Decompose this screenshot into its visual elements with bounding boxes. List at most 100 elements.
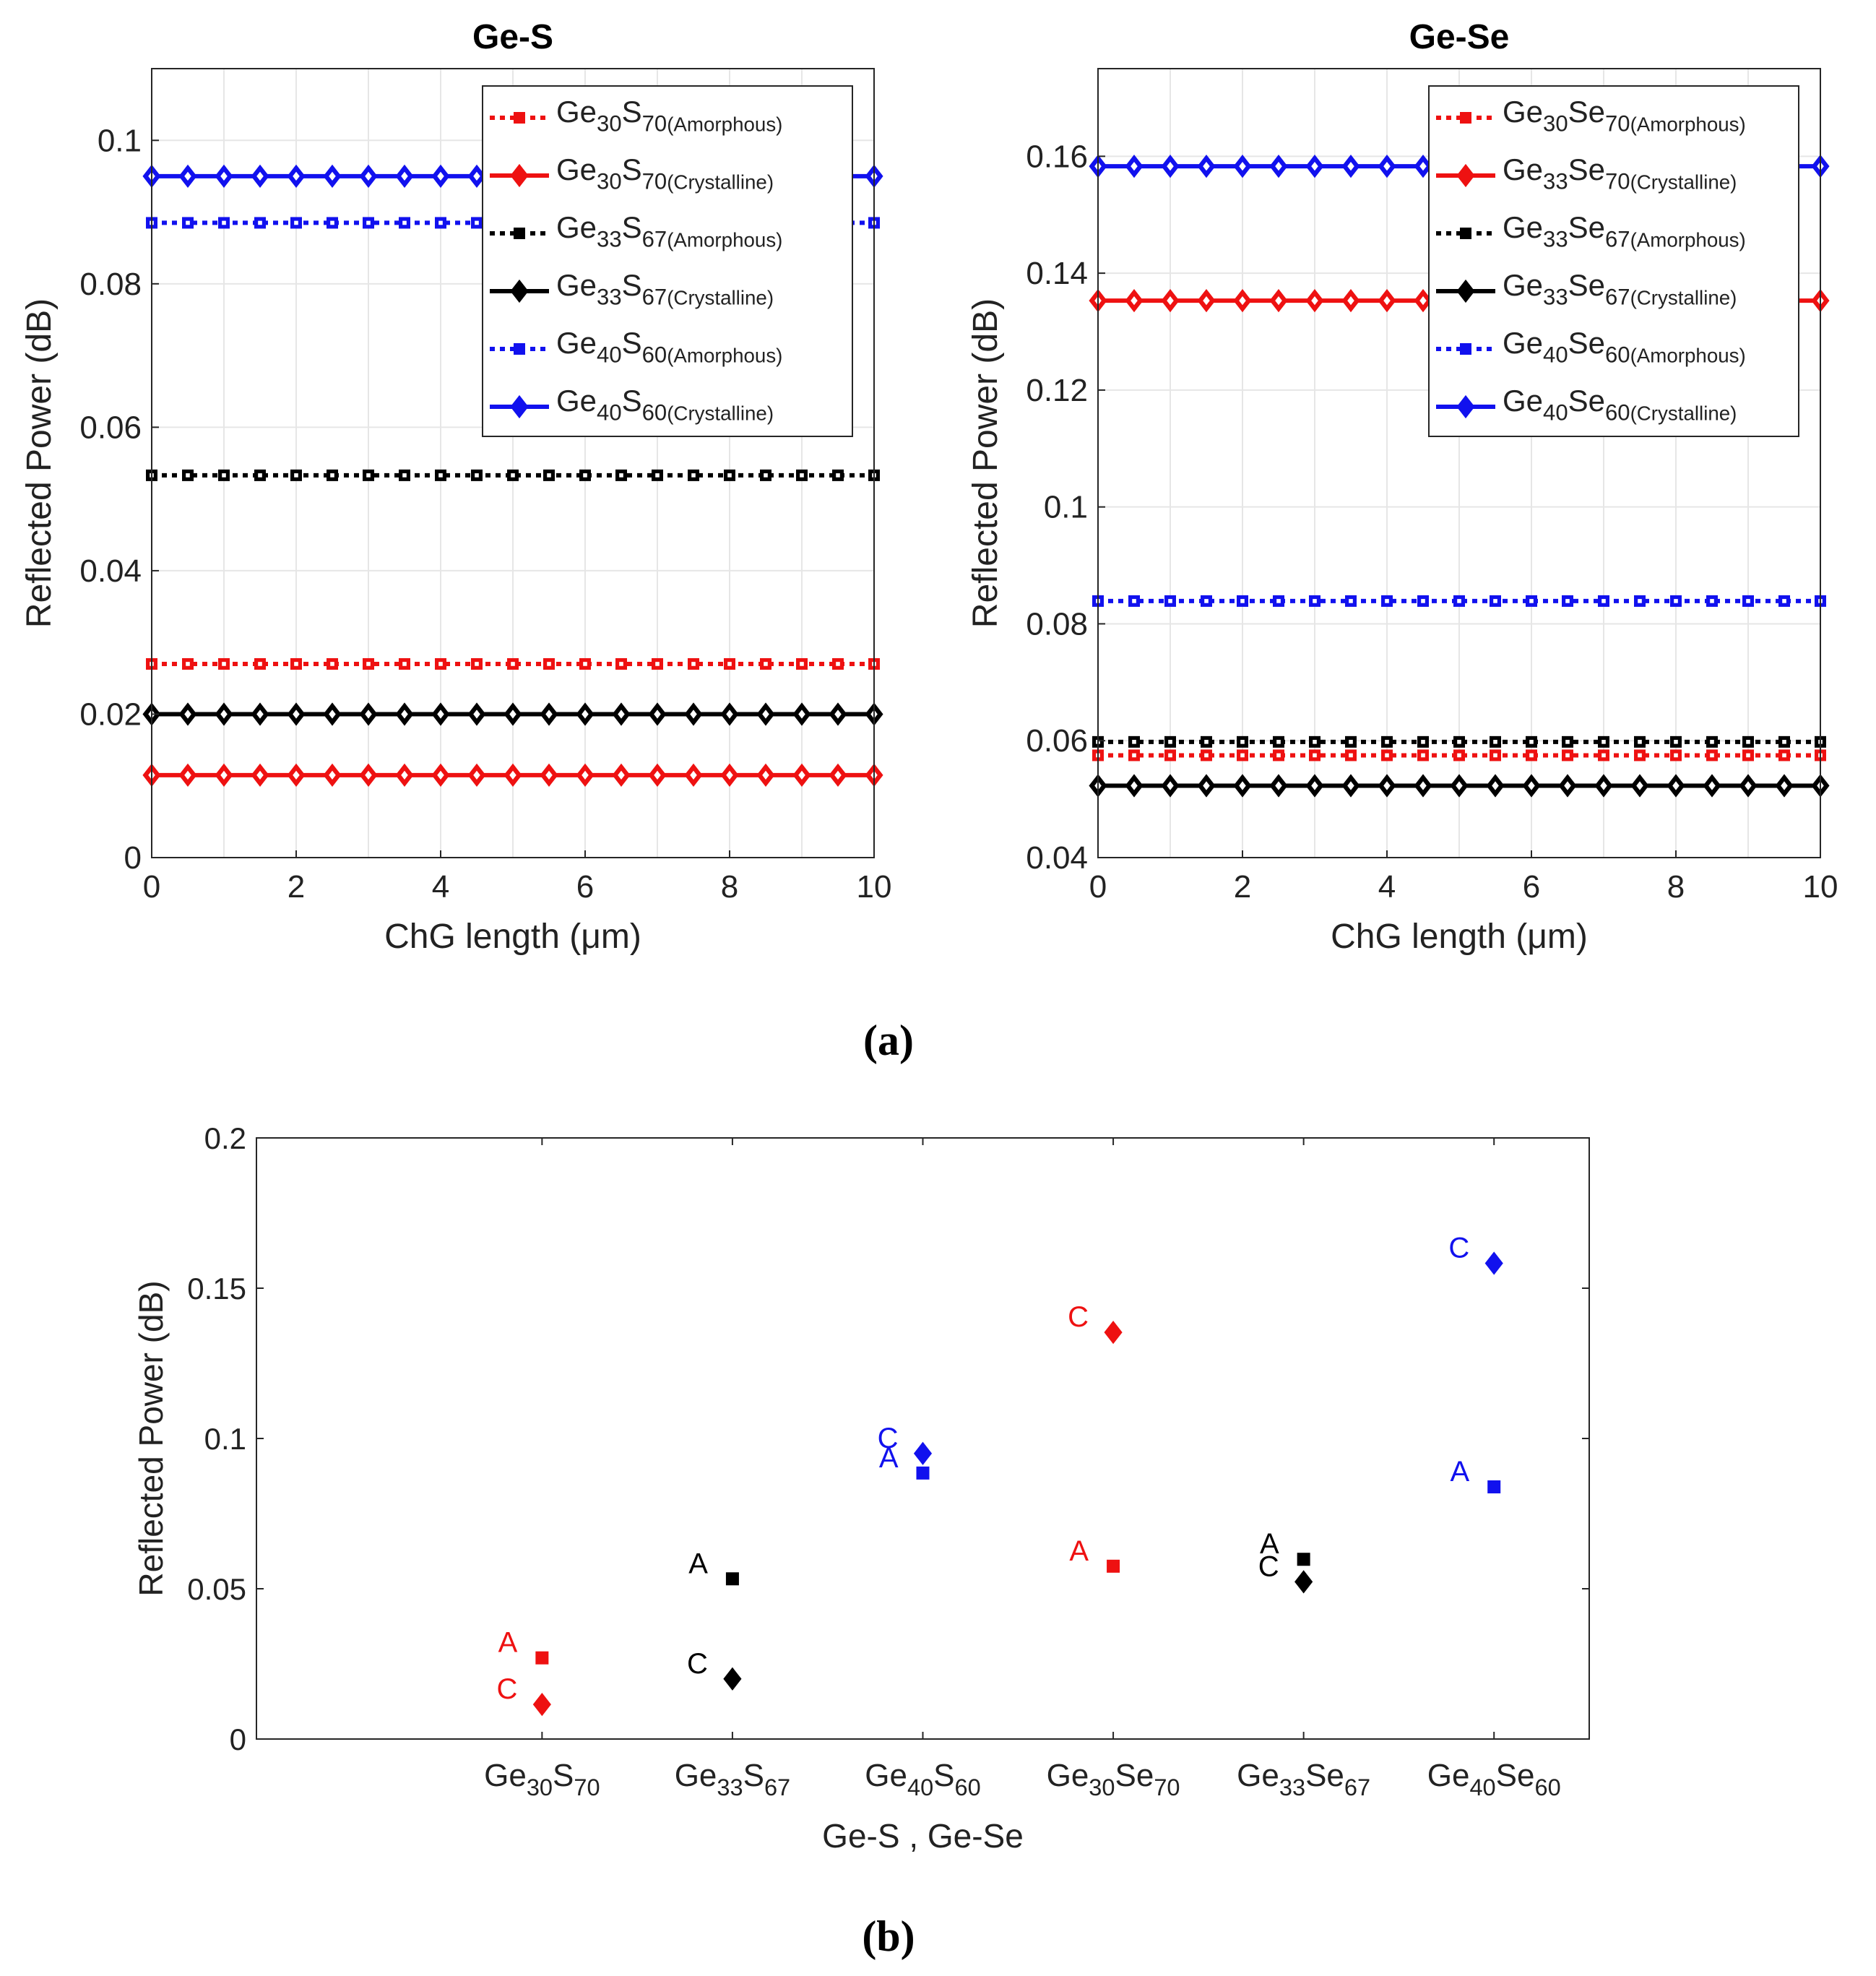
data-point-center bbox=[509, 770, 516, 780]
point-label: C bbox=[496, 1673, 517, 1705]
data-point-center bbox=[1746, 599, 1750, 603]
data-point-center bbox=[1457, 740, 1461, 744]
data-point-center bbox=[1239, 161, 1246, 171]
data-point-center bbox=[329, 709, 336, 719]
data-point-center bbox=[1601, 753, 1606, 758]
formula-element: Se bbox=[1568, 95, 1605, 129]
data-point-center bbox=[1275, 781, 1282, 790]
formula-sub: 33 bbox=[717, 1774, 743, 1800]
point-label: A bbox=[498, 1627, 518, 1659]
formula-label: Ge30S70(Amorphous) bbox=[556, 95, 782, 137]
formula-sub: 30 bbox=[1089, 1774, 1115, 1800]
formula-sub: 67 bbox=[1344, 1774, 1370, 1800]
data-point-center bbox=[1168, 740, 1172, 744]
formula-sub: 60 bbox=[642, 342, 667, 368]
formula-sub: 70 bbox=[1154, 1774, 1180, 1800]
formula-sub: 60 bbox=[642, 400, 667, 426]
series-5 bbox=[1092, 595, 1826, 607]
point-label: A bbox=[1260, 1528, 1279, 1560]
formula-sub: 70 bbox=[642, 111, 667, 137]
data-point bbox=[725, 1572, 739, 1586]
point-3: A bbox=[688, 1548, 739, 1586]
data-point-center bbox=[654, 709, 661, 719]
y-tick-label: 0.1 bbox=[98, 123, 142, 158]
data-point-center bbox=[547, 662, 551, 666]
formula-sub: 30 bbox=[597, 169, 622, 194]
data-point-center bbox=[1204, 599, 1209, 603]
legend-box bbox=[482, 85, 853, 437]
data-point-center bbox=[727, 662, 732, 666]
data-point-center bbox=[330, 473, 334, 478]
formula-label: Ge30S70(Crystalline) bbox=[556, 152, 774, 194]
data-point-center bbox=[547, 473, 551, 478]
legend-marker bbox=[1456, 279, 1475, 303]
x-tick-label: 10 bbox=[1803, 869, 1838, 905]
x-tick-label: 0 bbox=[1089, 869, 1107, 905]
formula-base: Ge bbox=[675, 1758, 717, 1793]
data-point-center bbox=[1240, 599, 1245, 603]
formula-label: Ge33Se70(Crystalline) bbox=[1503, 152, 1737, 194]
formula-sub: 30 bbox=[527, 1774, 553, 1800]
data-point-center bbox=[1313, 740, 1317, 744]
formula-state: (Crystalline) bbox=[667, 171, 774, 194]
data-point-center bbox=[1203, 781, 1210, 790]
formula-sub: 40 bbox=[1469, 1774, 1495, 1800]
legend-marker bbox=[1460, 343, 1471, 355]
series-4 bbox=[142, 702, 883, 726]
legend-entry-5: Ge40Se60(Amorphous) bbox=[1436, 326, 1746, 368]
legend: Ge30S70(Amorphous) Ge30S70(Crystalline) Ge… bbox=[482, 85, 853, 437]
x-axis-label: ChG length (μm) bbox=[1331, 918, 1588, 956]
formula-element: S bbox=[743, 1758, 764, 1793]
data-point-center bbox=[1203, 296, 1210, 306]
figure-label-b: (b) bbox=[862, 1912, 915, 1960]
legend-entry-4: Ge33S67(Crystalline) bbox=[490, 268, 774, 310]
y-tick-label: 0.2 bbox=[204, 1121, 246, 1155]
point-10: C bbox=[1258, 1550, 1313, 1594]
data-point bbox=[1297, 1553, 1310, 1566]
data-point-center bbox=[256, 770, 264, 780]
point-label: C bbox=[1448, 1232, 1469, 1264]
data-point-center bbox=[1168, 599, 1172, 603]
formula-base: Ge bbox=[1503, 384, 1543, 418]
data-point-center bbox=[330, 662, 334, 666]
data-point-center bbox=[1313, 599, 1317, 603]
data-point-center bbox=[1638, 753, 1642, 758]
formula-sub: 33 bbox=[1543, 169, 1568, 194]
formula-element: S bbox=[622, 152, 642, 186]
data-point-center bbox=[1276, 599, 1281, 603]
formula-sub: 70 bbox=[1605, 111, 1630, 137]
data-point-center bbox=[1204, 753, 1209, 758]
data-point-center bbox=[1565, 753, 1570, 758]
formula-label: Ge40Se60(Amorphous) bbox=[1503, 326, 1746, 368]
data-point-center bbox=[1204, 740, 1209, 744]
data-point-center bbox=[1565, 740, 1570, 744]
data-point-center bbox=[764, 662, 768, 666]
data-point-center bbox=[727, 473, 732, 478]
formula-sub: 67 bbox=[642, 227, 667, 252]
data-point-center bbox=[1240, 740, 1245, 744]
data-point-center bbox=[1349, 599, 1353, 603]
data-point-center bbox=[1710, 753, 1714, 758]
data-point-center bbox=[1708, 781, 1716, 790]
data-point-center bbox=[1239, 781, 1246, 790]
formula-state: (Crystalline) bbox=[667, 402, 774, 425]
data-point-center bbox=[401, 171, 408, 181]
data-point-center bbox=[726, 770, 733, 780]
formula-state: (Amorphous) bbox=[667, 229, 782, 251]
data-point-center bbox=[366, 220, 371, 225]
data-point-center bbox=[1313, 753, 1317, 758]
legend-marker bbox=[1456, 394, 1475, 419]
x-tick-label: 10 bbox=[857, 869, 892, 905]
x-tick-label: 6 bbox=[1523, 869, 1540, 905]
point-label: C bbox=[1258, 1550, 1279, 1582]
data-point-center bbox=[437, 709, 444, 719]
y-tick-label: 0.1 bbox=[204, 1422, 246, 1456]
data-point-center bbox=[1385, 740, 1389, 744]
data-point-center bbox=[655, 662, 660, 666]
point-label: A bbox=[879, 1442, 899, 1474]
figure-label-a: (a) bbox=[863, 1017, 914, 1064]
data-point-center bbox=[1493, 753, 1497, 758]
data-point-center bbox=[1457, 599, 1461, 603]
formula-sub: 40 bbox=[597, 342, 622, 368]
